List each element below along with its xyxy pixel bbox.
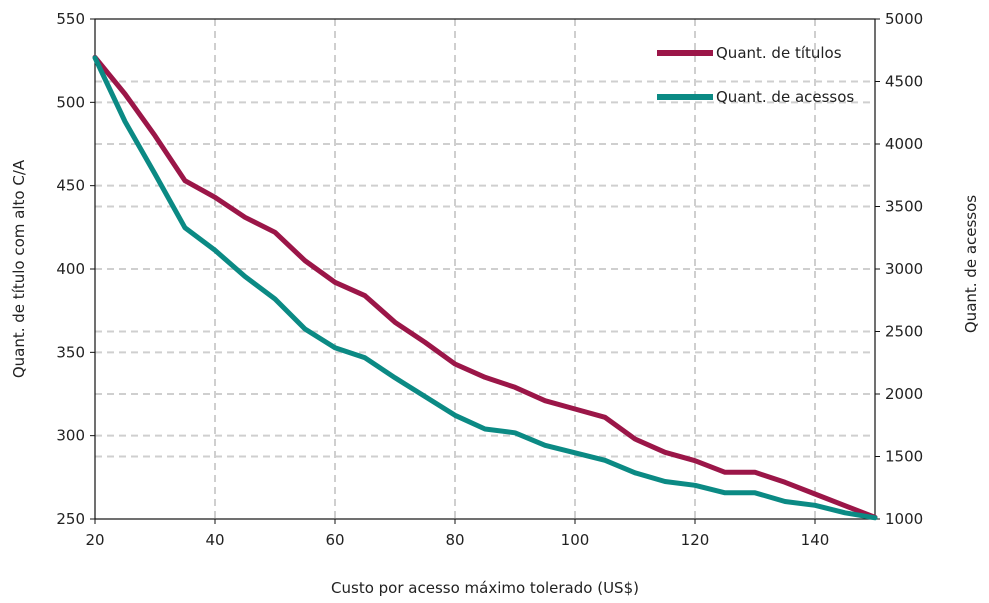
x-tick-label: 100 <box>561 531 590 549</box>
axis-ticks: 20 40 60 80 100 120 140 250 300 350 400 450 500 550 10… <box>56 10 923 549</box>
y-left-tick-label: 400 <box>56 260 85 278</box>
x-tick-label: 20 <box>85 531 104 549</box>
series-lines <box>92 54 878 521</box>
y-right-tick-label: 1500 <box>885 448 923 466</box>
series-line-acessos <box>92 55 878 521</box>
x-tick-label: 80 <box>445 531 464 549</box>
y-left-tick-label: 500 <box>56 93 85 111</box>
y-left-tick-label: 550 <box>56 10 85 28</box>
series-line-titulos <box>92 54 878 520</box>
y-right-tick-label: 2500 <box>885 323 923 341</box>
y-left-axis-title: Quant. de título com alto C/A <box>10 159 28 378</box>
legend: Quant. de títulos Quant. de acessos <box>657 44 854 106</box>
y-right-tick-label: 2000 <box>885 385 923 403</box>
y-right-tick-label: 4000 <box>885 135 923 153</box>
y-left-tick-label: 300 <box>56 427 85 445</box>
legend-label-acessos: Quant. de acessos <box>716 88 854 106</box>
grid-lines <box>95 19 875 519</box>
y-right-axis-title: Quant. de acessos <box>962 195 980 333</box>
y-right-tick-label: 3500 <box>885 198 923 216</box>
x-tick-label: 60 <box>325 531 344 549</box>
y-right-tick-label: 5000 <box>885 10 923 28</box>
x-tick-label: 120 <box>681 531 710 549</box>
x-tick-label: 40 <box>205 531 224 549</box>
y-right-tick-label: 4500 <box>885 73 923 91</box>
legend-label-titulos: Quant. de títulos <box>716 44 842 62</box>
y-left-tick-label: 450 <box>56 177 85 195</box>
x-axis-title: Custo por acesso máximo tolerado (US$) <box>331 579 639 597</box>
y-left-tick-label: 250 <box>56 510 85 528</box>
y-left-tick-label: 350 <box>56 343 85 361</box>
y-right-tick-label: 1000 <box>885 510 923 528</box>
y-right-tick-label: 3000 <box>885 260 923 278</box>
x-tick-label: 140 <box>801 531 830 549</box>
